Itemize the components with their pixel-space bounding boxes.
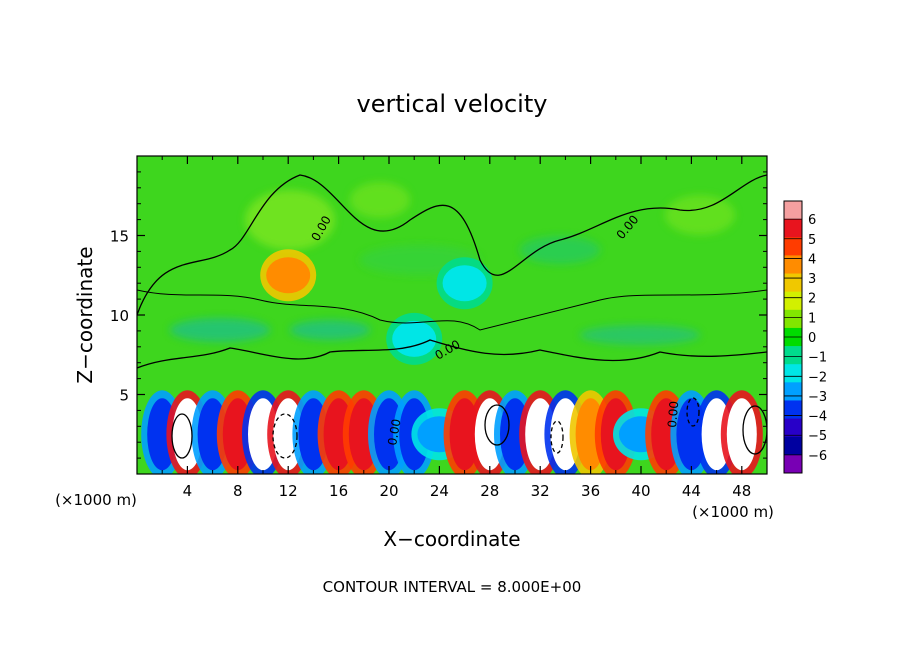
heatmap-cell <box>436 257 493 310</box>
contour-label: 0.00 <box>385 418 403 447</box>
colorbar-swatch <box>784 382 802 401</box>
contour-loop <box>742 405 767 455</box>
colorbar-tick-label: −1 <box>808 351 827 366</box>
x-tick-label: 28 <box>480 482 499 500</box>
x-axis-label: X−coordinate <box>383 527 520 551</box>
colorbar-swatch <box>784 255 802 275</box>
colorbar-swatch <box>784 201 802 220</box>
x-tick-label: 44 <box>682 482 701 500</box>
contour-line-mid <box>137 289 767 331</box>
x-tick-label: 48 <box>732 482 751 500</box>
x-tick-label: 40 <box>631 482 650 500</box>
colorbar-tick-label: −2 <box>808 370 827 385</box>
contour-loop <box>686 397 700 427</box>
chart-title: vertical velocity <box>357 90 548 118</box>
heatmap-cell-core <box>266 257 311 294</box>
colorbar-tick-label: −5 <box>808 429 827 444</box>
heatmap-cell <box>386 312 443 365</box>
colorbar-tick-label: −4 <box>808 410 827 425</box>
heatmap-cell-core <box>726 398 757 471</box>
y-tick-label: 5 <box>119 387 129 405</box>
colorbar-tick-label: 4 <box>808 252 816 267</box>
x-tick-label: 32 <box>531 482 550 500</box>
colorbar-swatch <box>784 364 802 383</box>
x-tick-label: 12 <box>279 482 298 500</box>
contour-line-zero-low <box>137 339 767 369</box>
colorbar-tick-label: 2 <box>808 292 816 307</box>
colorbar-swatch <box>784 454 802 474</box>
x-tick-label: 24 <box>430 482 449 500</box>
heatmap-cell-core <box>392 320 437 357</box>
x-unit-left: (×1000 m) <box>55 491 137 509</box>
colorbar-tick-label: 5 <box>808 233 816 248</box>
heatmap-cell-core <box>442 265 487 302</box>
y-tick-label: 15 <box>110 228 129 246</box>
colorbar-tick-label: −6 <box>808 449 827 464</box>
colorbar-tick-label: −3 <box>808 390 827 405</box>
x-tick-label: 36 <box>581 482 600 500</box>
colorbar-swatch <box>784 291 802 311</box>
colorbar-swatch <box>784 273 802 293</box>
colorbar-swatch <box>784 436 802 456</box>
contour-loop <box>484 404 510 446</box>
x-tick-label: 4 <box>183 482 193 500</box>
colorbar: 6 5 4 3 2 1 0 −1 −2 −3 −4 −5 −6 <box>783 200 827 474</box>
contour-line-zero-high <box>137 174 767 316</box>
heatmap-cell <box>260 249 317 302</box>
colorbar-tick-label: 0 <box>808 331 816 346</box>
colorbar-tick-label: 3 <box>808 272 816 287</box>
y-axis-label: Z−coordinate <box>73 246 97 383</box>
contour-label: 0.00 <box>665 400 681 428</box>
colorbar-swatch <box>784 346 802 365</box>
contour-loop <box>171 413 193 459</box>
x-tick-label: 8 <box>233 482 243 500</box>
x-tick-label: 16 <box>329 482 348 500</box>
y-axis: 5 10 15 <box>110 171 767 459</box>
colorbar-swatch <box>784 309 802 329</box>
contour-lines <box>137 174 767 459</box>
x-unit-right: (×1000 m) <box>692 503 774 521</box>
heatmap-cells <box>141 249 763 474</box>
colorbar-swatch <box>784 418 802 438</box>
colorbar-tick-label: 1 <box>808 311 816 326</box>
colorbar-swatch <box>784 237 802 256</box>
colorbar-tick-label: 6 <box>808 213 816 228</box>
x-tick-label: 20 <box>379 482 398 500</box>
contour-loop <box>272 413 298 459</box>
y-tick-label: 10 <box>110 307 129 325</box>
colorbar-swatch <box>784 400 802 420</box>
contour-interval-note: CONTOUR INTERVAL = 8.000E+00 <box>323 578 582 596</box>
heatmap-cell <box>720 390 763 474</box>
contour-loop <box>550 420 564 454</box>
x-axis: 4 8 12 16 20 24 28 32 36 40 44 48 <box>161 156 751 500</box>
colorbar-swatch <box>784 219 802 238</box>
